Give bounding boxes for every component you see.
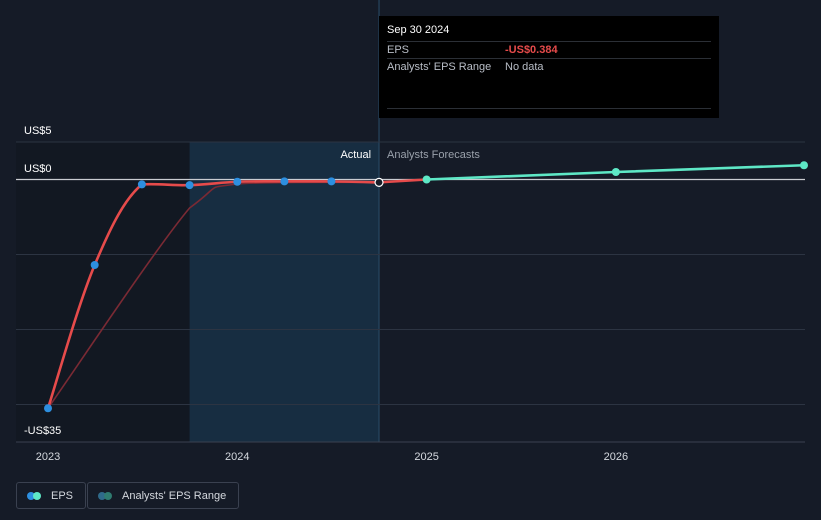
tooltip-eps-value: -US$0.384	[505, 44, 558, 56]
eps-point-6	[327, 177, 336, 186]
forecast-label: Analysts Forecasts	[387, 149, 480, 161]
tooltip-eps-label: EPS	[387, 44, 410, 56]
y-tick-label-2: -US$35	[24, 425, 61, 437]
eps-range-legend-icon	[98, 491, 114, 500]
tooltip-row-range: Analysts' EPS Range No data	[387, 58, 711, 76]
y-tick-label-0: US$5	[24, 125, 52, 137]
axis-labels: US$5 US$0 -US$35 2023 2024 2025 2026 Actual Anal…	[24, 125, 628, 463]
legend-eps-label: EPS	[51, 489, 74, 502]
tooltip-date: Sep 30 2024	[387, 24, 450, 36]
eps-forecast-point-1	[611, 168, 620, 176]
tooltip-range-value: No data	[505, 61, 544, 73]
actual-label: Actual	[340, 149, 371, 161]
tooltip-row-eps: EPS -US$0.384	[387, 41, 711, 59]
eps-point-2	[137, 180, 146, 189]
eps-connector	[378, 178, 427, 184]
series-points	[44, 161, 808, 413]
legend-eps[interactable]: EPS	[16, 482, 87, 509]
eps-legend-icon	[27, 491, 43, 500]
tooltip-range-label: Analysts' EPS Range	[387, 61, 492, 73]
highlight-band	[189, 142, 380, 442]
legend-eps-range[interactable]: Analysts' EPS Range	[87, 482, 240, 509]
eps-point-5	[280, 177, 289, 186]
x-tick-label-2025: 2025	[414, 451, 438, 463]
eps-forecast-point-0	[422, 175, 431, 184]
eps-point-3	[185, 181, 194, 190]
eps-point-7	[374, 177, 384, 187]
x-tick-label-2023: 2023	[36, 451, 60, 463]
eps-point-0	[44, 404, 52, 413]
actual-region	[16, 142, 190, 442]
tooltip-divider	[387, 108, 711, 109]
y-tick-label-1: US$0	[24, 163, 52, 175]
eps-point-1	[90, 261, 99, 269]
eps-forecast-point-2	[800, 161, 808, 170]
chart-background	[16, 0, 380, 442]
x-tick-label-2024: 2024	[225, 451, 249, 463]
tooltip: Sep 30 2024 EPS -US$0.384 Analysts' EPS …	[379, 16, 719, 118]
eps-point-4	[233, 177, 242, 186]
x-tick-label-2026: 2026	[604, 451, 628, 463]
legend-eps-range-label: Analysts' EPS Range	[122, 489, 227, 502]
